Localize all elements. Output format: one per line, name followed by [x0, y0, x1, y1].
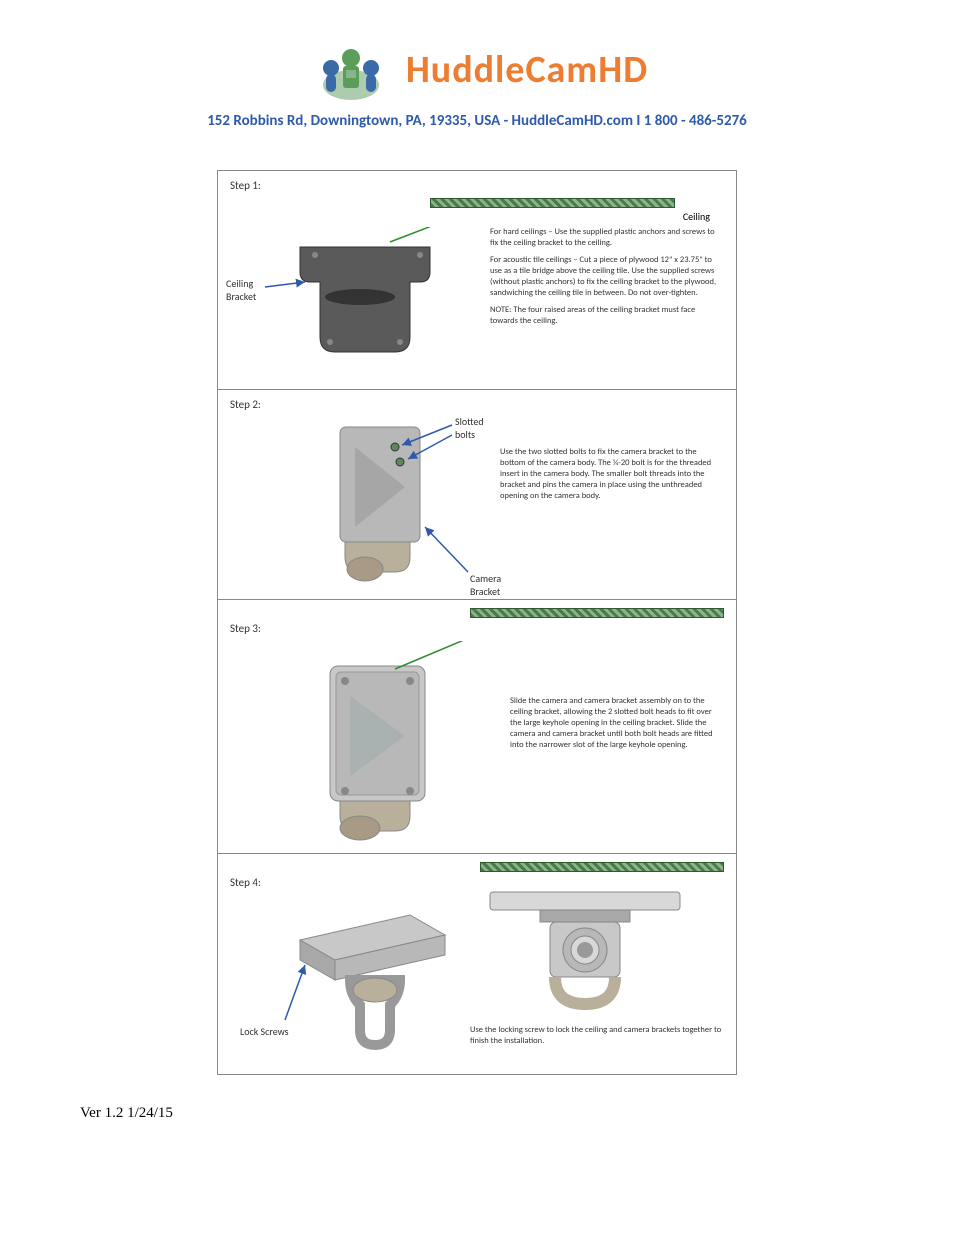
step-2-text: Use the two slotted bolts to fix the cam… [500, 417, 724, 508]
step-1-panel: Step 1: Ceiling Ceiling Bracket [218, 171, 736, 390]
step-3-title: Step 3: [230, 622, 724, 635]
step-4-text: Use the locking screw to lock the ceilin… [470, 1025, 724, 1047]
version-footer: Ver 1.2 1/24/15 [80, 1105, 954, 1122]
instruction-diagram: Step 1: Ceiling Ceiling Bracket [217, 170, 737, 1075]
step-4-right-illustration [470, 887, 700, 1017]
step-3-text: Slide the camera and camera bracket asse… [510, 641, 724, 757]
step-1-illustration [230, 227, 480, 377]
step-2-illustration [230, 417, 490, 587]
step-3-illustration [230, 641, 500, 841]
step-4-panel: Step 4: Lock Screws [218, 854, 736, 1074]
address-bar: 152 Robbins Rd, Downingtown, PA, 19335, … [0, 112, 954, 130]
step-2-title: Step 2: [230, 398, 724, 411]
logo-row: HuddleCamHD [0, 40, 954, 100]
brand-name: HuddleCamHD [406, 47, 648, 93]
step-3-panel: Step 3: [218, 600, 736, 854]
step-1-text: For hard ceilings – Use the supplied pla… [490, 227, 724, 333]
camera-bracket-label: Camera Bracket [470, 572, 501, 598]
step-2-panel: Step 2: Slotted bolts Camera Bracket [218, 390, 736, 600]
ceiling-label: Ceiling [430, 210, 710, 223]
ceiling-bracket-label: Ceiling Bracket [226, 277, 266, 303]
ceiling-strip-4 [480, 862, 724, 872]
ceiling-strip-3 [470, 608, 724, 618]
page-header: HuddleCamHD [0, 40, 954, 100]
ceiling-strip [430, 198, 675, 208]
step-1-title: Step 1: [230, 179, 724, 192]
slotted-bolts-label: Slotted bolts [455, 415, 505, 441]
logo-icon [306, 40, 396, 100]
lock-screws-label: Lock Screws [240, 1025, 289, 1038]
